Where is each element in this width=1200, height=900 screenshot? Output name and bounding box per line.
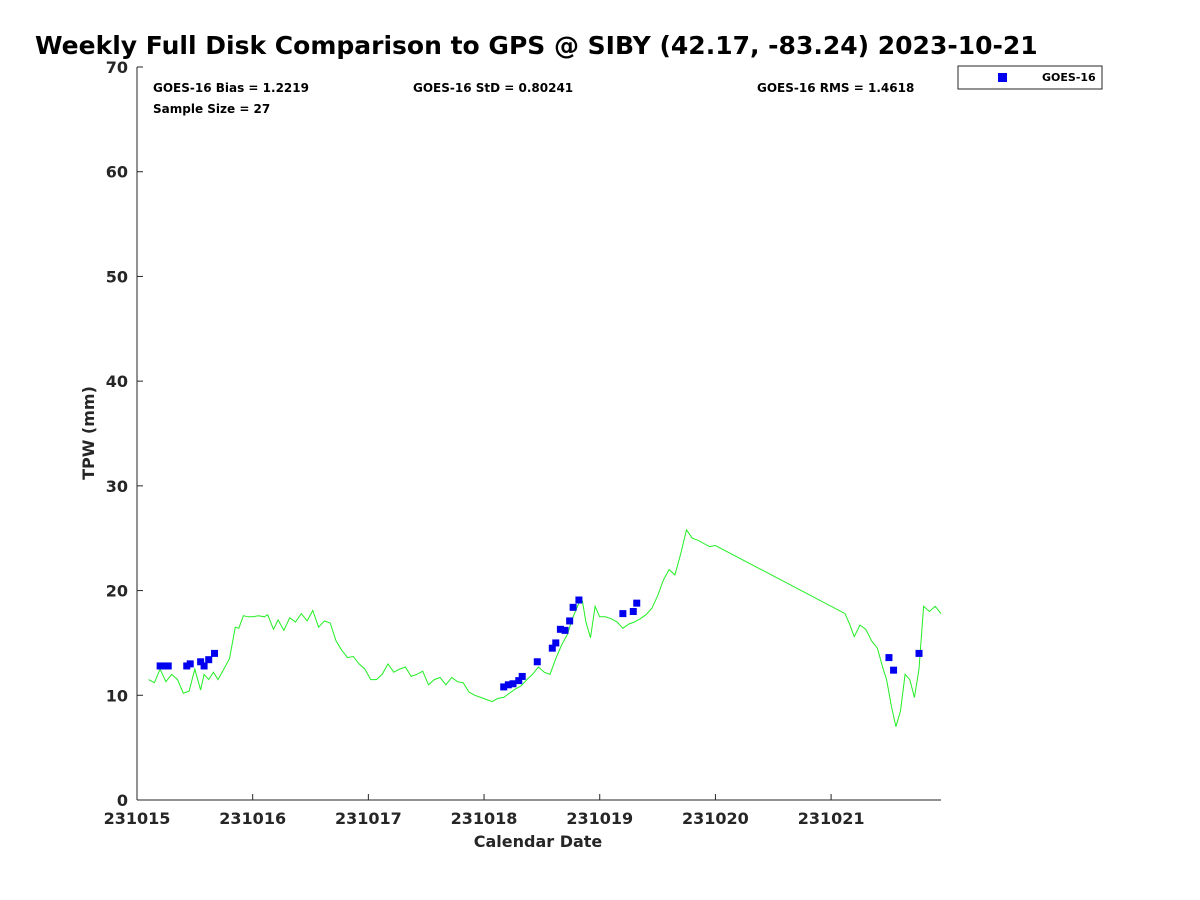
x-tick-label: 231020 (682, 809, 749, 828)
y-ticks: 0 10 20 30 40 50 60 70 (106, 58, 143, 810)
goes16-point (619, 610, 627, 618)
y-tick-label: 0 (117, 791, 128, 810)
goes16-point (197, 658, 205, 666)
y-tick-label: 10 (106, 686, 128, 705)
goes16-point (500, 683, 508, 691)
plot-area (136, 67, 941, 801)
y-tick-label: 60 (106, 163, 128, 182)
gps-tpw-line (148, 528, 942, 727)
goes16-point (156, 662, 164, 670)
sample-size-stat: Sample Size = 27 (153, 102, 270, 116)
rms-stat: GOES-16 RMS = 1.4618 (757, 81, 914, 95)
legend-box (957, 65, 1103, 90)
y-tick-label: 20 (106, 582, 128, 601)
goes16-point (566, 617, 574, 625)
goes16-point (552, 639, 560, 647)
goes16-point (915, 649, 923, 657)
goes16-point (629, 608, 637, 616)
x-tick-label: 231021 (798, 809, 865, 828)
bias-stat: GOES-16 Bias = 1.2219 (153, 81, 309, 95)
x-axis-label: Calendar Date (474, 832, 603, 851)
x-tick-label: 231017 (335, 809, 402, 828)
goes16-point (633, 599, 641, 607)
y-tick-label: 50 (106, 267, 128, 286)
goes16-point (548, 644, 556, 652)
goes16-point (569, 603, 577, 611)
series-layer (148, 528, 942, 727)
legend: GOES-16 (957, 65, 1103, 90)
goes16-point (211, 649, 219, 657)
goes16-point (504, 681, 512, 689)
x-tick-label: 231018 (451, 809, 518, 828)
goes16-point (200, 662, 208, 670)
x-ticks: 231015 231016 231017 231018 231019 231020 2310… (104, 794, 865, 828)
legend-marker-goes16 (998, 73, 1007, 82)
goes16-point (556, 625, 564, 633)
goes16-point (890, 666, 898, 674)
goes16-point (205, 656, 213, 664)
x-tick-label: 231016 (219, 809, 286, 828)
y-tick-label: 70 (106, 58, 128, 77)
chart-title: Weekly Full Disk Comparison to GPS @ SIB… (35, 31, 1038, 60)
goes16-point (186, 660, 194, 668)
goes16-point (533, 658, 541, 666)
legend-label-goes16: GOES-16 (1042, 71, 1096, 84)
y-axis-label: TPW (mm) (79, 386, 98, 480)
y-tick-label: 30 (106, 477, 128, 496)
goes16-point (561, 626, 569, 634)
std-stat: GOES-16 StD = 0.80241 (413, 81, 573, 95)
y-tick-label: 40 (106, 372, 128, 391)
goes16-point (515, 677, 523, 685)
goes16-point (509, 680, 517, 688)
x-tick-label: 231019 (566, 809, 633, 828)
goes16-point (164, 662, 172, 670)
goes16-point (575, 596, 583, 604)
x-tick-label: 231015 (104, 809, 171, 828)
goes16-point (885, 654, 893, 662)
goes16-point (518, 672, 526, 680)
